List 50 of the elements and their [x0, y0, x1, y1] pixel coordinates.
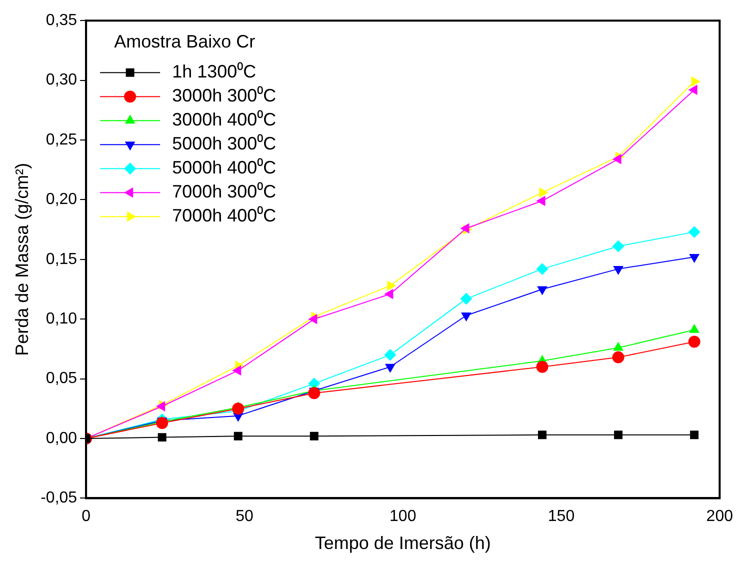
- y-tick-label: 0,05: [46, 370, 78, 388]
- point: [234, 432, 242, 440]
- y-axis-title: Perda de Massa (g/cm²): [12, 162, 32, 356]
- point: [308, 387, 320, 400]
- point: [308, 314, 318, 324]
- x-tick-label: 150: [548, 508, 575, 526]
- point: [690, 430, 699, 440]
- legend-label: 7000h 400⁰C: [172, 206, 276, 226]
- point: [688, 226, 700, 238]
- legend-label: 5000h 400⁰C: [172, 158, 276, 178]
- point: [156, 401, 166, 412]
- point: [688, 336, 700, 348]
- x-tick-label: 0: [82, 508, 91, 526]
- legend-label: 1h 1300⁰C: [172, 62, 256, 82]
- y-tick-label: 0,15: [46, 250, 78, 268]
- x-axis-title: Tempo de Imersão (h): [314, 533, 491, 554]
- point: [232, 365, 242, 376]
- point: [536, 262, 548, 275]
- point: [158, 433, 166, 442]
- point: [612, 240, 624, 252]
- point: [384, 288, 394, 300]
- point: [460, 292, 472, 305]
- y-tick-label: 0,10: [46, 310, 78, 328]
- point: [232, 402, 244, 415]
- x-tick-label: 50: [236, 508, 254, 526]
- legend-label: 7000h 300⁰C: [172, 182, 276, 202]
- legend-label: 3000h 300⁰C: [172, 86, 276, 106]
- point: [691, 76, 700, 87]
- point: [537, 286, 548, 296]
- y-tick-label: -0,05: [40, 490, 78, 507]
- point: [614, 430, 623, 440]
- legend-title: Amostra Baixo Cr: [114, 32, 256, 52]
- point: [310, 432, 318, 440]
- point: [539, 187, 548, 198]
- point: [384, 364, 396, 373]
- y-tick-label: 0,30: [46, 72, 78, 89]
- y-tick-label: 0,25: [46, 131, 78, 148]
- point: [536, 360, 548, 373]
- y-tick-label: 0,20: [46, 191, 78, 208]
- x-tick-label: 200: [706, 508, 734, 526]
- point: [460, 223, 470, 234]
- legend-label: 3000h 400⁰C: [172, 110, 276, 130]
- point: [612, 351, 624, 364]
- point: [538, 430, 546, 440]
- x-tick-label: 100: [390, 508, 416, 526]
- point: [613, 266, 624, 275]
- point: [384, 348, 396, 361]
- y-tick-label: 0,00: [46, 430, 78, 447]
- legend-label: 5000h 300⁰C: [172, 134, 276, 154]
- y-tick-label: 0,35: [46, 12, 78, 30]
